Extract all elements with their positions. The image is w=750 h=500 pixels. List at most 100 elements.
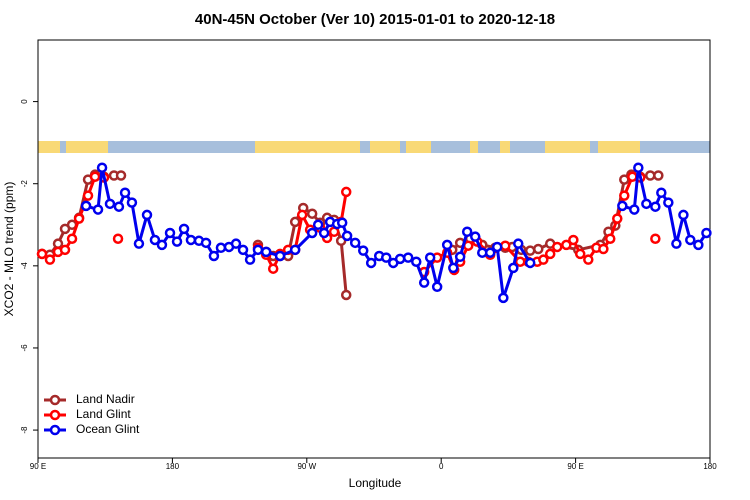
point	[178, 223, 190, 235]
point	[574, 248, 586, 260]
point	[82, 190, 94, 201]
point	[171, 236, 183, 247]
point	[59, 244, 71, 256]
point	[612, 213, 623, 224]
x-axis-label: Longitude	[349, 476, 402, 490]
point	[656, 187, 667, 198]
point	[551, 241, 563, 253]
point	[252, 244, 264, 256]
x-tick-label: 0	[439, 462, 444, 471]
legend-label: Land Nadir	[76, 392, 135, 406]
point	[513, 238, 524, 249]
point	[418, 277, 430, 288]
point	[115, 170, 127, 181]
point	[340, 289, 352, 301]
point	[133, 238, 145, 249]
point	[156, 239, 168, 251]
point	[306, 208, 318, 219]
point	[619, 190, 630, 201]
surface-strip	[38, 141, 710, 153]
point	[508, 262, 519, 274]
point	[341, 230, 353, 242]
point	[641, 198, 652, 210]
x-tick-label: 90 E	[30, 462, 46, 471]
y-axis-label: XCO2 - MLO trend (ppm)	[2, 182, 16, 317]
point	[500, 240, 511, 251]
point	[126, 197, 138, 208]
point	[617, 200, 628, 212]
point	[424, 252, 436, 263]
point	[274, 250, 286, 262]
point	[454, 251, 466, 263]
point	[645, 170, 656, 181]
point	[653, 170, 664, 181]
point	[149, 234, 161, 246]
point	[336, 217, 348, 228]
legend-swatch-marker	[49, 424, 61, 436]
x-tick-label: 90 E	[567, 462, 583, 471]
point	[230, 238, 242, 249]
plot-frame	[37, 39, 711, 459]
point	[66, 233, 78, 244]
point	[289, 216, 301, 228]
point	[484, 247, 496, 258]
point	[411, 256, 422, 267]
point	[80, 200, 92, 212]
point	[402, 252, 414, 263]
point	[533, 243, 544, 255]
point	[36, 248, 48, 260]
y-tick-label: 0	[20, 99, 29, 104]
point	[112, 233, 124, 244]
point	[693, 239, 704, 251]
point	[365, 257, 377, 269]
point	[568, 234, 579, 246]
series	[80, 162, 712, 304]
legend-swatch-marker	[49, 409, 61, 421]
point	[671, 238, 682, 249]
point	[267, 263, 279, 274]
x-tick-label: 180	[166, 462, 180, 471]
point	[289, 244, 301, 256]
point	[244, 254, 256, 265]
point	[431, 281, 443, 293]
point	[208, 250, 220, 262]
point	[629, 204, 640, 215]
point	[89, 171, 101, 182]
point	[524, 257, 536, 269]
point	[357, 245, 369, 256]
point	[678, 209, 689, 221]
point	[340, 186, 352, 198]
point	[349, 237, 361, 249]
point	[650, 201, 661, 212]
x-tick-label: 90 W	[297, 462, 316, 471]
point	[514, 256, 526, 267]
point	[119, 187, 131, 198]
point	[633, 162, 644, 173]
point	[380, 252, 392, 263]
chart-title: 40N-45N October (Ver 10) 2015-01-01 to 2…	[195, 11, 555, 28]
point	[104, 198, 116, 210]
point	[663, 197, 674, 208]
point	[701, 227, 712, 239]
point	[583, 254, 594, 265]
point	[544, 248, 556, 260]
point	[604, 233, 616, 244]
point	[561, 239, 572, 251]
point	[52, 238, 64, 249]
point	[215, 242, 227, 254]
point	[92, 204, 104, 215]
x-tick-label: 180	[703, 462, 717, 471]
series	[36, 171, 661, 278]
point	[141, 209, 153, 221]
point	[650, 233, 661, 244]
point	[306, 227, 318, 239]
point	[260, 246, 272, 258]
y-tick-label: -2	[20, 180, 29, 188]
point	[185, 234, 197, 246]
point	[441, 239, 453, 251]
point	[96, 162, 108, 173]
point	[200, 237, 212, 249]
point	[685, 234, 696, 246]
y-tick-label: -6	[20, 344, 29, 352]
